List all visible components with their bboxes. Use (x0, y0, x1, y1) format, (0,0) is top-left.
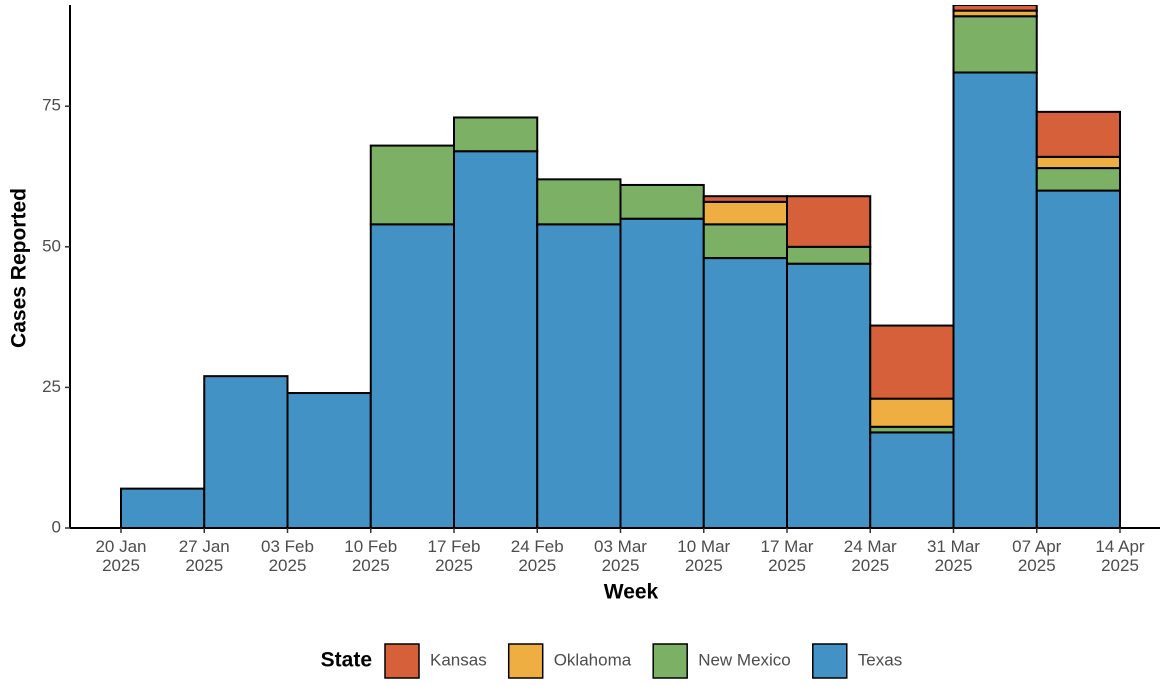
bar-segment (453, 116, 539, 153)
legend-label: New Mexico (698, 650, 791, 669)
y-tick-label: 50 (42, 236, 61, 255)
x-tick-label: 17 Feb 2025 (428, 537, 481, 575)
legend-swatch (507, 643, 544, 679)
bar-segment (952, 71, 1038, 528)
bar-segment (869, 324, 955, 400)
x-tick-label: 14 Apr 2025 (1095, 537, 1144, 575)
bar-segment (120, 487, 206, 528)
x-tick-label: 31 Mar 2025 (927, 537, 980, 575)
bar-segment (369, 144, 455, 226)
y-tick-label: 75 (42, 96, 61, 115)
legend-label: Texas (858, 650, 902, 669)
x-tick-label: 07 Apr 2025 (1012, 537, 1061, 575)
bar-segment (1035, 167, 1121, 192)
bar-segment (369, 223, 455, 528)
y-axis-title: Cases Reported (8, 188, 31, 348)
y-tick-label: 0 (52, 517, 61, 536)
bar-segment (619, 183, 705, 220)
x-tick-label: 17 Mar 2025 (761, 537, 814, 575)
bar-segment (702, 200, 788, 226)
bar-segment (786, 195, 872, 248)
bar-segment (952, 15, 1038, 74)
x-tick-label: 24 Mar 2025 (844, 537, 897, 575)
bar-segment (786, 245, 872, 265)
legend-title: State (321, 649, 372, 672)
bar-segment (702, 223, 788, 260)
bar-segment (702, 195, 788, 203)
legend-label: Oklahoma (554, 650, 632, 669)
x-tick-label: 10 Feb 2025 (344, 537, 397, 575)
bar-segment (453, 150, 539, 528)
bar-segment (1035, 189, 1121, 528)
legend-swatch (652, 643, 688, 679)
legend-label: Kansas (430, 650, 487, 669)
bar-segment (1035, 110, 1121, 158)
x-tick-label: 10 Mar 2025 (677, 537, 730, 575)
x-tick-label: 27 Jan 2025 (179, 537, 230, 575)
bar-segment (536, 223, 622, 528)
bar-segment (869, 431, 955, 528)
x-tick-label: 20 Jan 2025 (95, 537, 146, 575)
y-tick-label: 25 (42, 377, 61, 396)
legend-swatch (812, 643, 848, 679)
x-tick-label: 03 Feb 2025 (261, 537, 314, 575)
plot-area (120, 5, 1121, 528)
x-axis-title: Week (604, 581, 659, 604)
bar-segment (286, 392, 372, 528)
bar-segment (702, 257, 788, 528)
bar-segment (786, 262, 872, 528)
x-tick-label: 24 Feb 2025 (511, 537, 564, 575)
bar-segment (536, 178, 622, 226)
bar-segment (619, 217, 705, 528)
bar-segment (203, 375, 289, 528)
x-tick-label: 03 Mar 2025 (594, 537, 647, 575)
bar-segment (952, 5, 1038, 12)
legend-swatch (384, 643, 420, 679)
bar-segment (1035, 155, 1121, 170)
bar-segment (869, 397, 955, 428)
